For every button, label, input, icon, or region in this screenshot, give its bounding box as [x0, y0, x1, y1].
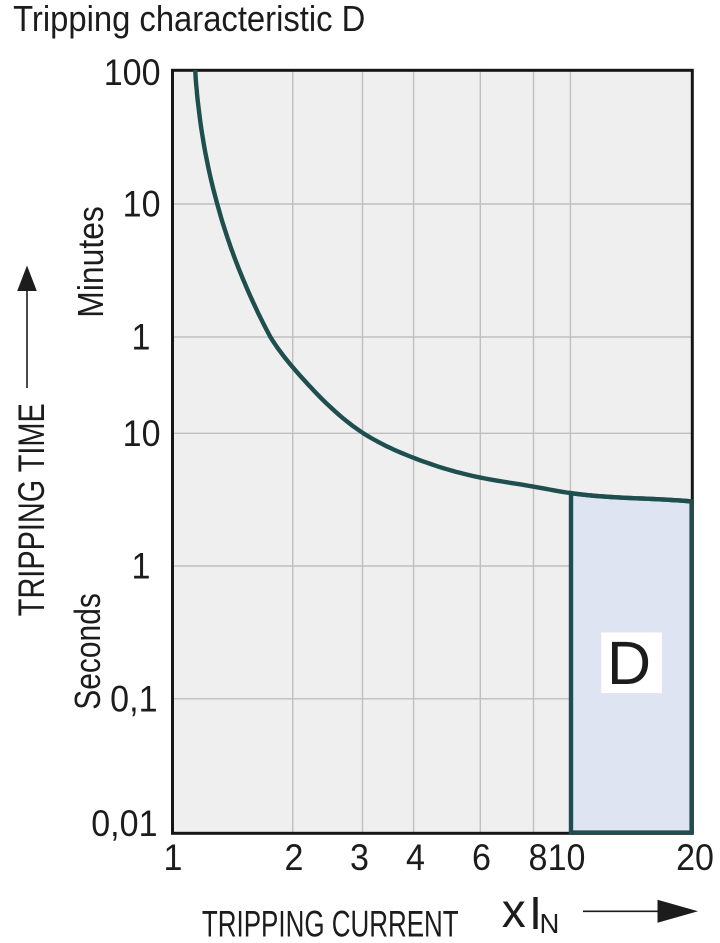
svg-text:4: 4	[406, 836, 425, 878]
svg-text:1: 1	[132, 316, 151, 358]
svg-text:10: 10	[548, 836, 586, 878]
svg-text:N: N	[540, 908, 560, 939]
svg-text:10: 10	[123, 183, 161, 225]
svg-text:D: D	[607, 629, 651, 697]
svg-text:100: 100	[104, 52, 161, 94]
svg-text:10: 10	[123, 413, 161, 455]
svg-text:0,01: 0,01	[91, 803, 157, 845]
svg-text:20: 20	[676, 836, 714, 878]
svg-text:Minutes: Minutes	[71, 206, 111, 318]
svg-text:6: 6	[472, 836, 491, 878]
svg-text:1: 1	[164, 836, 183, 878]
svg-text:I: I	[529, 887, 542, 939]
svg-text:TRIPPING CURRENT: TRIPPING CURRENT	[202, 903, 459, 943]
svg-text:2: 2	[285, 836, 304, 878]
svg-text:0,1: 0,1	[110, 678, 157, 720]
svg-text:Tripping characteristic D: Tripping characteristic D	[13, 0, 365, 39]
svg-text:1: 1	[132, 545, 151, 587]
svg-text:x: x	[502, 885, 526, 938]
svg-text:Seconds: Seconds	[68, 593, 108, 710]
svg-text:TRIPPING TIME: TRIPPING TIME	[12, 403, 53, 616]
svg-text:8: 8	[529, 836, 548, 878]
svg-text:3: 3	[350, 836, 369, 878]
